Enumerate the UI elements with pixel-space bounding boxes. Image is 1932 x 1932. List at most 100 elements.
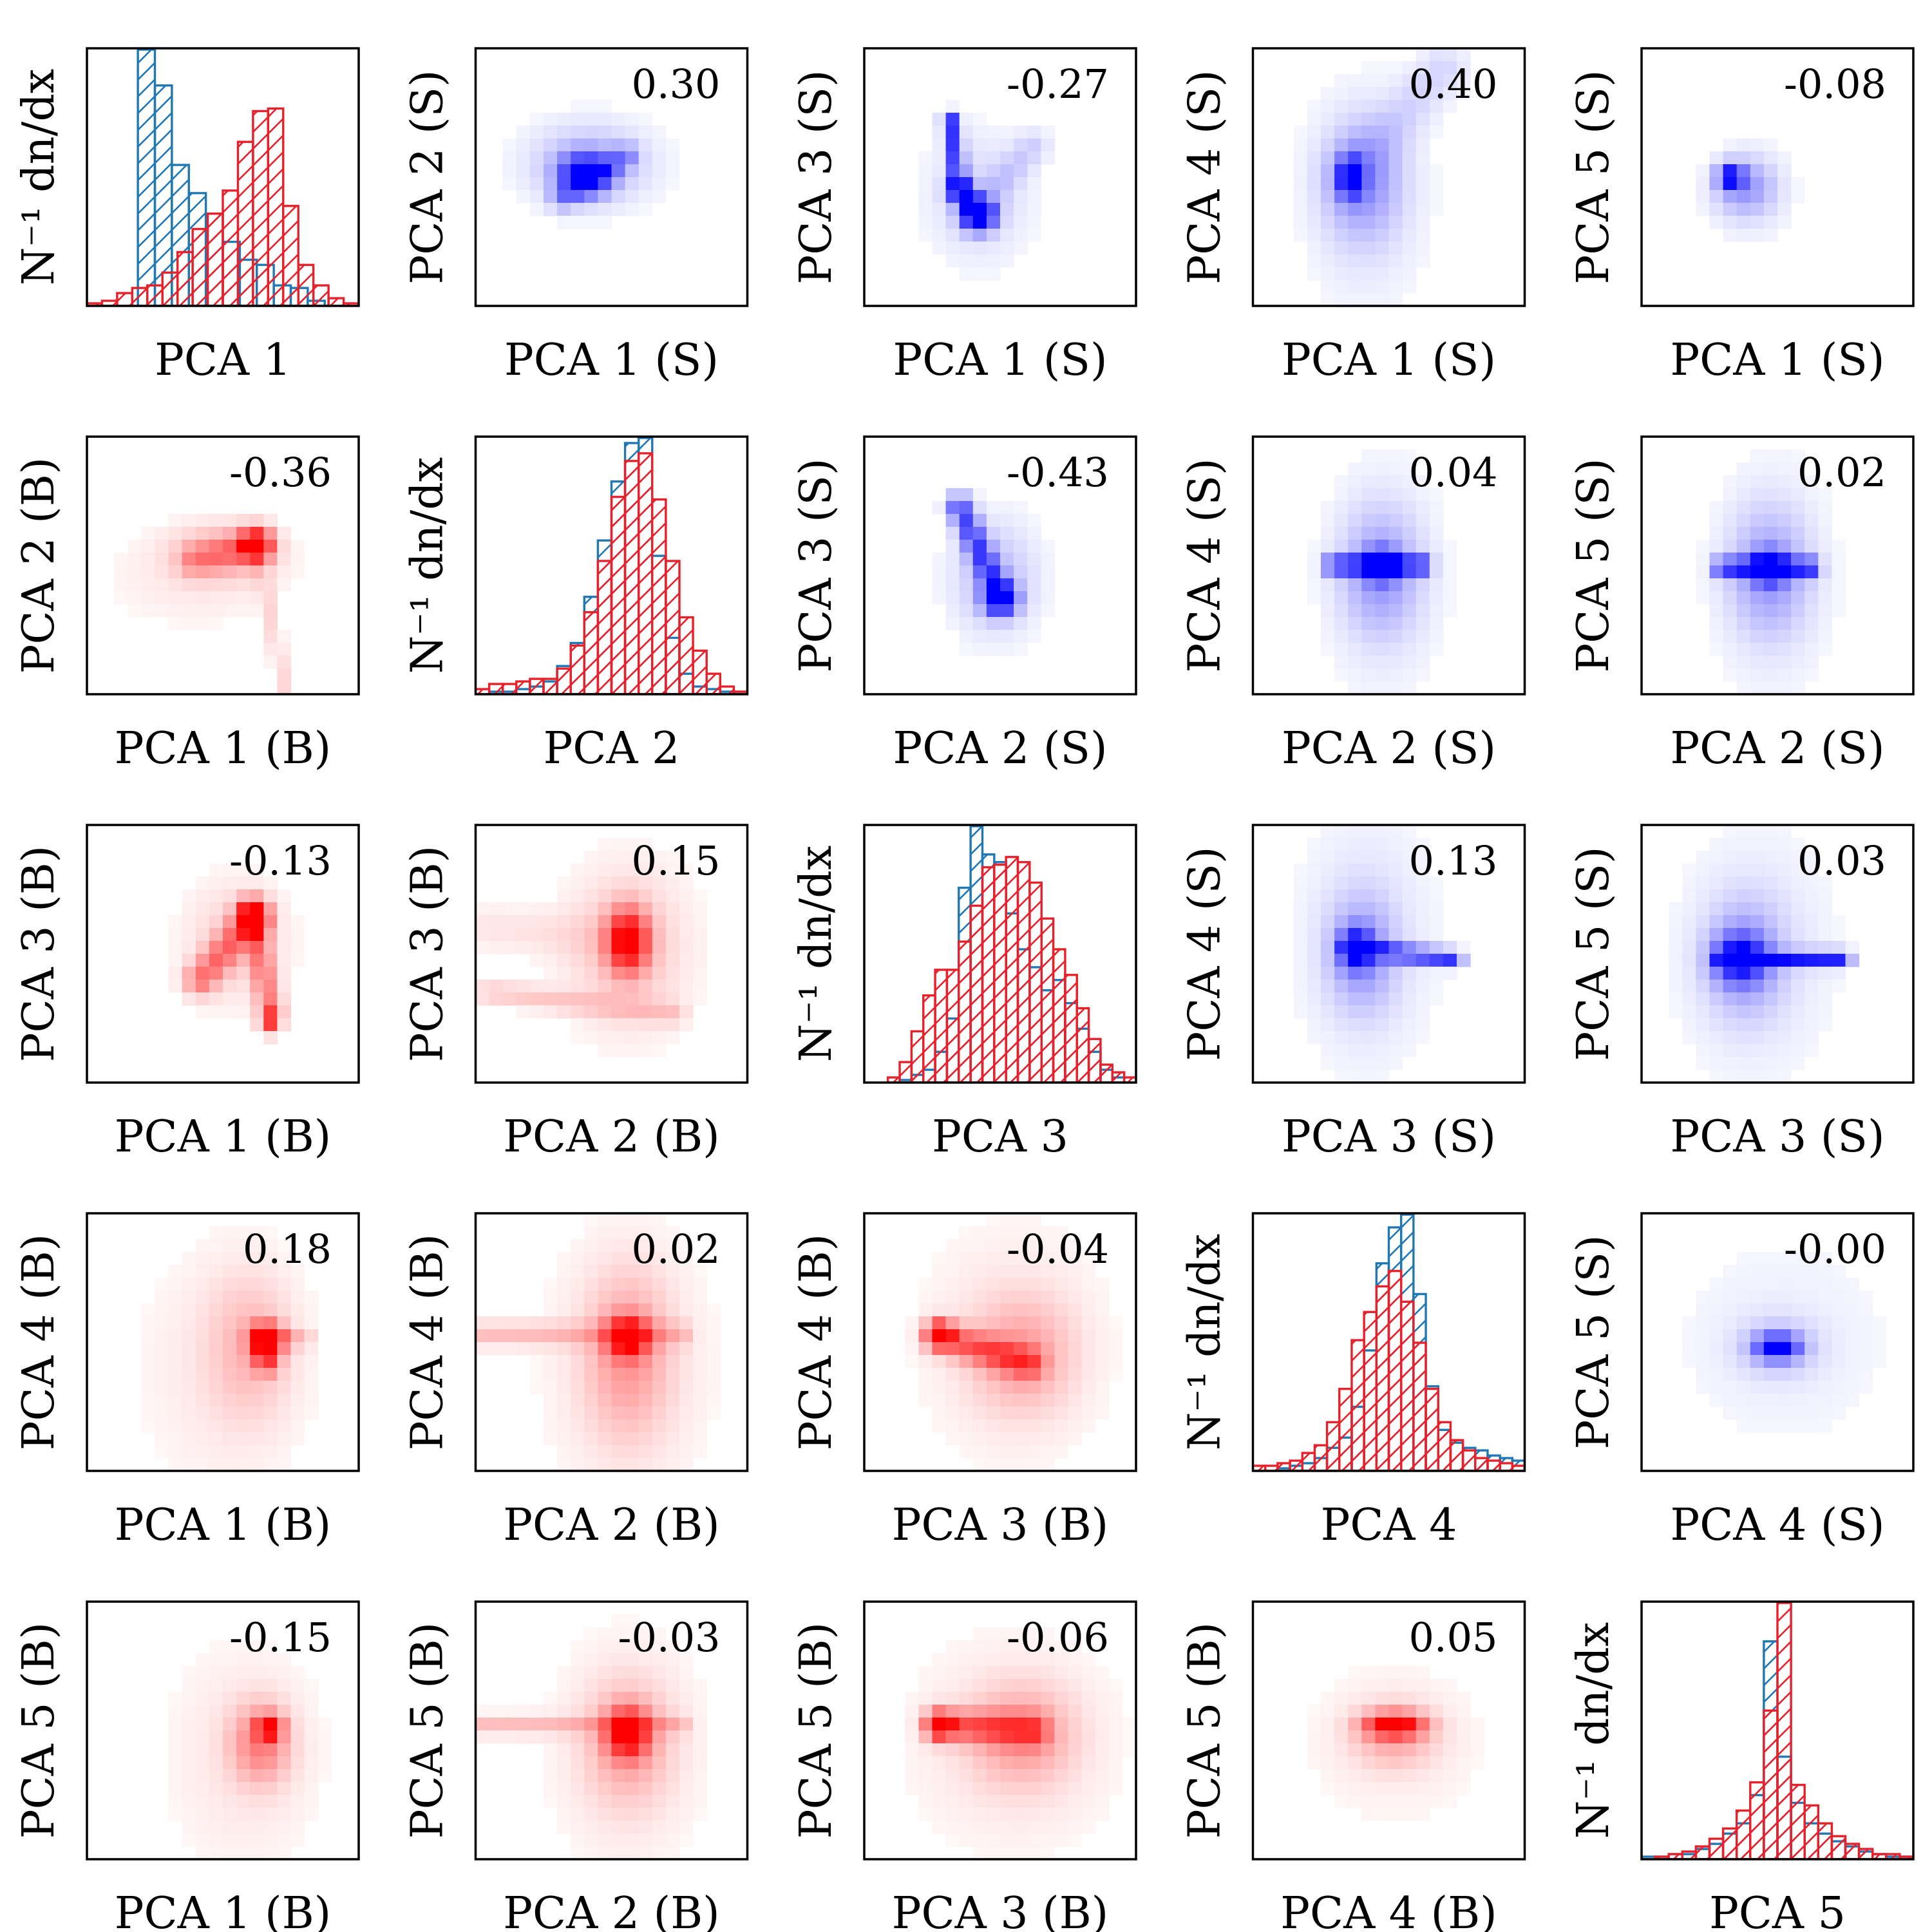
heatmap-cell [1348, 553, 1362, 566]
heatmap-cell [1736, 643, 1751, 656]
heatmap-cell [972, 1355, 987, 1368]
heatmap-cell [1014, 1432, 1028, 1446]
heatmap-cell [571, 876, 585, 890]
heatmap-cell [223, 1846, 237, 1860]
heatmap-cell [223, 1239, 237, 1253]
background-hist-bar [1276, 1462, 1291, 1471]
heatmap-cell [1457, 1705, 1471, 1718]
heatmap-cell [195, 980, 210, 993]
background-hist-bar [1005, 856, 1019, 1083]
heatmap-cell [1307, 902, 1321, 916]
heatmap-cell [1402, 1666, 1417, 1680]
heatmap-cell [236, 540, 251, 553]
background-hist-bar [1803, 1804, 1819, 1859]
background-hist-bar [1099, 1063, 1114, 1083]
heatmap-cell [1334, 1718, 1349, 1731]
heatmap-cell [195, 1821, 210, 1834]
heatmap-cell [1000, 1705, 1014, 1718]
heatmap-cell [611, 1846, 626, 1860]
heatmap-cell [1014, 1265, 1028, 1278]
heatmap-cell [1000, 1329, 1014, 1343]
heatmap-cell [611, 151, 626, 165]
correlation-label: 0.02 [1797, 449, 1886, 496]
heatmap-cell [1723, 902, 1738, 916]
heatmap-cell [223, 992, 237, 1006]
heatmap-cell [209, 941, 223, 954]
x-axis-label: PCA 3 [932, 1112, 1068, 1162]
heatmap-cell [1682, 928, 1696, 942]
heatmap-cell [1832, 980, 1846, 993]
heatmap-cell [209, 864, 223, 877]
heatmap-cell [1054, 1795, 1069, 1808]
heatmap-cell [1791, 1394, 1805, 1407]
heatmap-cell [1027, 1445, 1041, 1459]
heatmap-cell [571, 216, 585, 229]
heatmap-cell [1402, 1018, 1417, 1032]
heatmap-cell [1307, 553, 1321, 566]
heatmap-cell [625, 1833, 639, 1847]
heatmap-cell [182, 1406, 196, 1420]
heatmap-cell [1027, 591, 1041, 605]
heatmap-cell [1000, 501, 1014, 515]
y-axis-label: PCA 5 (S) [1568, 70, 1619, 284]
heatmap-cell [1321, 578, 1335, 592]
heatmap-cell [1736, 980, 1751, 993]
heatmap-cell [986, 1316, 1001, 1330]
heatmap-cell [1375, 100, 1390, 113]
heatmap-cell [1777, 980, 1792, 993]
heatmap-cell [290, 1756, 305, 1770]
heatmap-cell [1388, 941, 1403, 954]
heatmap-cell [502, 1705, 517, 1718]
heatmap-cell [1041, 1653, 1055, 1667]
heatmap-cell [665, 1381, 680, 1394]
heatmap-cell [652, 1795, 667, 1808]
background-hist-bar [1052, 948, 1066, 1083]
heatmap-cell [1334, 1795, 1349, 1808]
heatmap-cell [611, 928, 626, 942]
heatmap-cell [986, 1782, 1001, 1795]
heatmap-cell [959, 126, 974, 139]
heatmap-cell [1750, 980, 1765, 993]
heatmap-cell [625, 1846, 639, 1860]
heatmap-cell [1375, 656, 1390, 669]
heatmap-cell [1027, 1666, 1041, 1680]
heatmap-cell [1293, 203, 1308, 216]
heatmap-cell [1388, 967, 1403, 980]
heatmap-cell [1348, 126, 1362, 139]
heatmap-cell [1000, 138, 1014, 152]
heatmap-cell [1696, 928, 1710, 942]
heatmap-cell [1334, 1705, 1349, 1718]
heatmap-cell [223, 954, 237, 967]
heatmap-cell [1791, 177, 1805, 191]
heatmap-cell [1348, 980, 1362, 993]
heatmap-cell [1348, 838, 1362, 851]
heatmap-cell [584, 1252, 598, 1265]
heatmap-cell [1375, 1808, 1390, 1821]
heatmap-cell [168, 527, 183, 540]
heatmap-cell [1791, 450, 1805, 463]
heatmap-cell [1750, 851, 1765, 864]
heatmap-cell [209, 876, 223, 890]
heatmap-cell [168, 553, 183, 566]
heatmap-cell [1804, 1044, 1819, 1057]
heatmap-cell [1375, 1666, 1390, 1680]
heatmap-cell [304, 1808, 319, 1821]
heatmap-cell [986, 1329, 1001, 1343]
heatmap-cell [1818, 941, 1832, 954]
heatmap-cell [1763, 488, 1778, 502]
heatmap-cell [1000, 540, 1014, 553]
x-axis-label: PCA 3 (B) [892, 1500, 1108, 1551]
heatmap-cell [611, 1419, 626, 1433]
heatmap-cell [1334, 87, 1349, 100]
heatmap-cell [1000, 190, 1014, 204]
heatmap-cell [1054, 1368, 1069, 1381]
heatmap-cell [182, 1795, 196, 1808]
heatmap-cell [1361, 501, 1376, 515]
heatmap-cell [1696, 1355, 1710, 1368]
heatmap-cell [290, 1769, 305, 1783]
heatmap-cell [141, 1329, 156, 1343]
heatmap-cell [128, 565, 142, 579]
heatmap-cell [665, 1291, 680, 1304]
heatmap-cell [571, 1769, 585, 1783]
heatmap-cell [141, 1406, 156, 1420]
